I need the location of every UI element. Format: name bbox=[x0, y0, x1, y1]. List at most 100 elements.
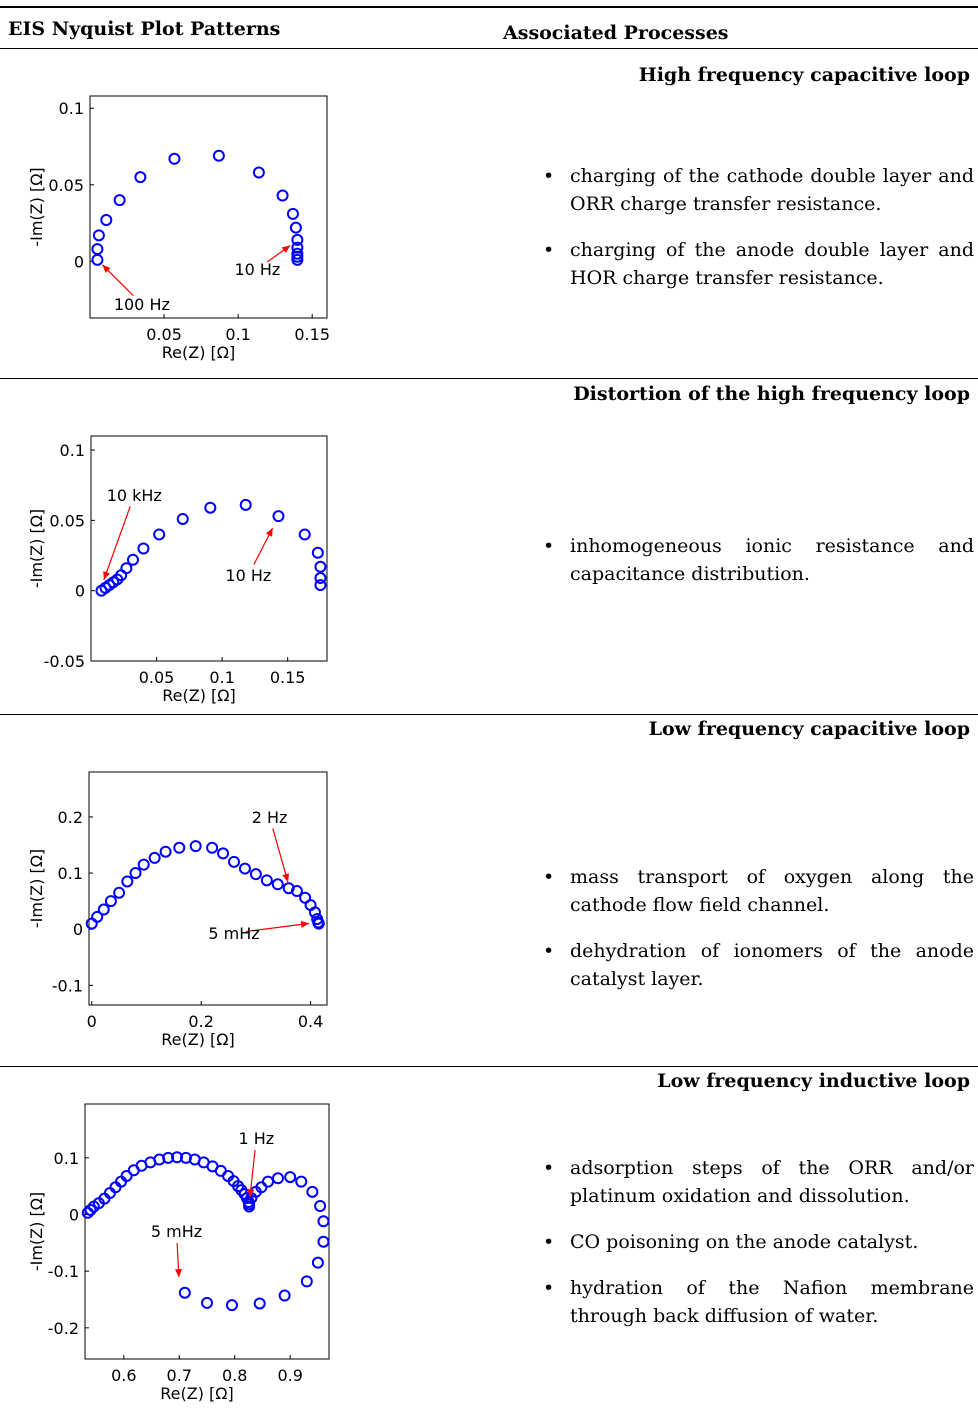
data-point bbox=[317, 1235, 330, 1248]
bullet-item: hydration of the Nafion membrane through… bbox=[540, 1274, 974, 1330]
y-tick-label: 0 bbox=[73, 920, 83, 939]
y-axis-label: -Im(Z) [Ω] bbox=[27, 509, 46, 588]
annotation-arrow bbox=[103, 506, 131, 581]
bullet-item: charging of the cathode double layer and… bbox=[540, 162, 974, 218]
annotation-arrowhead bbox=[102, 264, 111, 273]
annotation-label: 10 Hz bbox=[225, 566, 271, 585]
data-point bbox=[217, 847, 230, 860]
data-point bbox=[121, 875, 134, 888]
bullet-item: inhomogeneous ionic resistance and capac… bbox=[540, 532, 974, 588]
data-point bbox=[239, 498, 252, 511]
data-point bbox=[276, 189, 289, 202]
data-point bbox=[97, 903, 110, 916]
data-point bbox=[137, 858, 150, 871]
data-point bbox=[284, 1171, 297, 1184]
y-tick-label: 0 bbox=[69, 1206, 79, 1225]
y-tick-label: 0 bbox=[74, 252, 84, 271]
data-point bbox=[100, 214, 113, 227]
data-point bbox=[201, 1296, 213, 1309]
data-point bbox=[92, 229, 105, 242]
row-separator bbox=[0, 378, 978, 379]
annotation-arrowhead bbox=[282, 873, 290, 883]
y-tick-label: 0 bbox=[75, 582, 85, 601]
data-point bbox=[249, 868, 262, 881]
data-point bbox=[311, 1256, 324, 1269]
data-point bbox=[271, 878, 284, 891]
y-axis-label: -Im(Z) [Ω] bbox=[27, 1192, 46, 1271]
x-axis-label: Re(Z) [Ω] bbox=[160, 1384, 233, 1403]
bullet-item: adsorption steps of the ORR and/or plati… bbox=[540, 1154, 974, 1210]
data-point bbox=[113, 886, 126, 899]
data-point bbox=[120, 562, 133, 575]
annotation-arrowhead bbox=[103, 571, 110, 580]
annotation-arrowhead bbox=[281, 245, 291, 254]
y-tick-label: 0.1 bbox=[54, 1149, 79, 1168]
y-tick-label: -0.05 bbox=[44, 652, 85, 671]
data-point bbox=[262, 1175, 274, 1188]
data-point bbox=[168, 152, 181, 165]
annotation-arrow bbox=[245, 922, 310, 933]
process-title: Low frequency capacitive loop bbox=[648, 718, 970, 740]
y-tick-label: 0.1 bbox=[60, 441, 85, 460]
annotation-label: 2 Hz bbox=[252, 808, 288, 827]
plot-frame bbox=[90, 435, 328, 662]
y-tick-label: 0.05 bbox=[48, 176, 84, 195]
data-point bbox=[286, 207, 299, 220]
data-point bbox=[178, 1286, 191, 1299]
annotation-arrowhead bbox=[300, 920, 310, 928]
annotation-label: 5 mHz bbox=[151, 1222, 202, 1241]
bullet-item: charging of the anode double layer and H… bbox=[540, 236, 974, 292]
x-tick-label: 0.1 bbox=[209, 668, 234, 687]
data-point bbox=[104, 895, 117, 908]
data-point bbox=[206, 841, 219, 854]
row-separator bbox=[0, 1066, 978, 1067]
data-point bbox=[120, 1169, 133, 1182]
process-title: Low frequency inductive loop bbox=[657, 1070, 970, 1092]
data-point bbox=[278, 1289, 291, 1302]
annotation-label: 10 Hz bbox=[234, 260, 280, 279]
data-point bbox=[173, 841, 186, 854]
data-point bbox=[171, 1151, 184, 1164]
column-header-patterns: EIS Nyquist Plot Patterns bbox=[8, 18, 281, 40]
data-point bbox=[84, 1203, 97, 1216]
data-point bbox=[238, 862, 251, 875]
annotation-arrowhead bbox=[174, 1269, 182, 1278]
y-tick-label: 0.2 bbox=[58, 808, 83, 827]
plot-frame bbox=[84, 1103, 330, 1360]
x-tick-label: 0.9 bbox=[277, 1366, 302, 1385]
data-point bbox=[176, 512, 189, 525]
x-tick-label: 0 bbox=[87, 1012, 97, 1031]
data-point bbox=[312, 917, 325, 930]
data-point bbox=[314, 1200, 327, 1212]
y-tick-label: 0.1 bbox=[59, 99, 84, 118]
data-point bbox=[91, 243, 104, 256]
x-tick-label: 0.15 bbox=[294, 325, 330, 344]
bullet-list: charging of the cathode double layer and… bbox=[540, 162, 974, 292]
annotation-arrowhead bbox=[247, 1189, 255, 1198]
x-tick-label: 0.8 bbox=[222, 1366, 247, 1385]
bullet-list: mass transport of oxygen along the catho… bbox=[540, 863, 974, 993]
data-point bbox=[252, 166, 265, 179]
data-point bbox=[189, 840, 202, 853]
x-axis-label: Re(Z) [Ω] bbox=[162, 686, 235, 705]
data-point bbox=[212, 149, 225, 162]
y-axis-label: -Im(Z) [Ω] bbox=[27, 167, 46, 246]
data-point bbox=[291, 233, 304, 246]
y-tick-label: -0.1 bbox=[48, 1262, 79, 1281]
row-separator bbox=[0, 714, 978, 715]
table-top-rule bbox=[0, 6, 978, 8]
data-point bbox=[300, 1275, 313, 1288]
x-tick-label: 0.7 bbox=[167, 1366, 192, 1385]
data-point bbox=[317, 1215, 330, 1228]
annotation-label: 1 Hz bbox=[239, 1129, 275, 1148]
x-tick-label: 0.05 bbox=[139, 668, 175, 687]
data-point bbox=[314, 572, 327, 585]
nyquist-plot: 0.6 0.7 0.8 0.9 -0.2 -0.1 0 0.1 Re(Z) [Ω] -Im(Z) … bbox=[27, 1103, 330, 1403]
x-tick-label: 0.4 bbox=[298, 1012, 323, 1031]
process-title: High frequency capacitive loop bbox=[638, 64, 970, 86]
bullet-list: inhomogeneous ionic resistance and capac… bbox=[540, 532, 974, 588]
data-point bbox=[243, 1200, 256, 1213]
annotation-label: 10 kHz bbox=[107, 486, 162, 505]
